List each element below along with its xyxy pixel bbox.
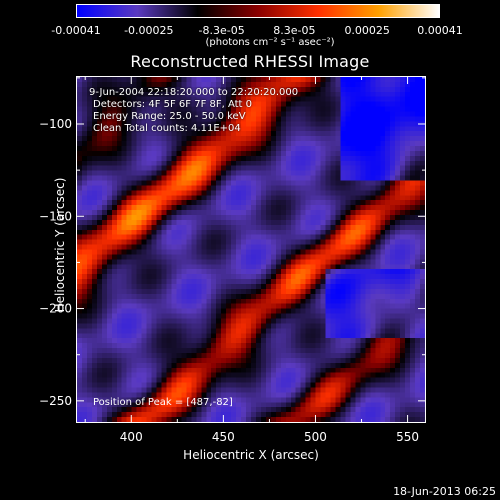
colorbar-tick-label: 8.3e-05: [273, 24, 316, 37]
info-energy-range: Energy Range: 25.0 - 50.0 keV: [93, 111, 246, 122]
info-time-range: 9-Jun-2004 22:18:20.000 to 22:20:20.000: [89, 87, 299, 98]
x-axis-label: Heliocentric X (arcsec): [183, 448, 319, 462]
colorbar-tick-label: 0.00041: [417, 24, 463, 37]
x-tick-label: 550: [396, 430, 419, 444]
footer-date: 18-Jun-2013 06:25: [393, 485, 496, 498]
y-tick-label: −250: [39, 394, 72, 408]
y-tick-label: −100: [39, 117, 72, 131]
colorbar-tick-label: -0.00041: [51, 24, 101, 37]
info-detectors: Detectors: 4F 5F 6F 7F 8F, Att 0: [93, 99, 253, 110]
x-tick-label: 500: [304, 430, 327, 444]
colorbar-unit-label: (photons cm⁻² s⁻¹ asec⁻²): [205, 37, 335, 48]
x-tick-label: 450: [212, 430, 235, 444]
x-tick-label: 400: [120, 430, 143, 444]
heatmap-image: [77, 77, 425, 422]
chart-title: Reconstructed RHESSI Image: [130, 52, 370, 71]
plot-area: 9-Jun-2004 22:18:20.000 to 22:20:20.000 …: [76, 76, 426, 423]
y-axis-label: Heliocentric Y (arcsec): [53, 177, 67, 313]
peak-position-label: Position of Peak = [487,-82]: [93, 397, 233, 408]
colorbar-tick-label: -8.3e-05: [198, 24, 245, 37]
colorbar: [76, 4, 440, 18]
info-algorithm-counts: Clean Total counts: 4.11E+04: [93, 123, 241, 134]
colorbar-tick-label: 0.00025: [344, 24, 390, 37]
colorbar-tick-label: -0.00025: [124, 24, 174, 37]
